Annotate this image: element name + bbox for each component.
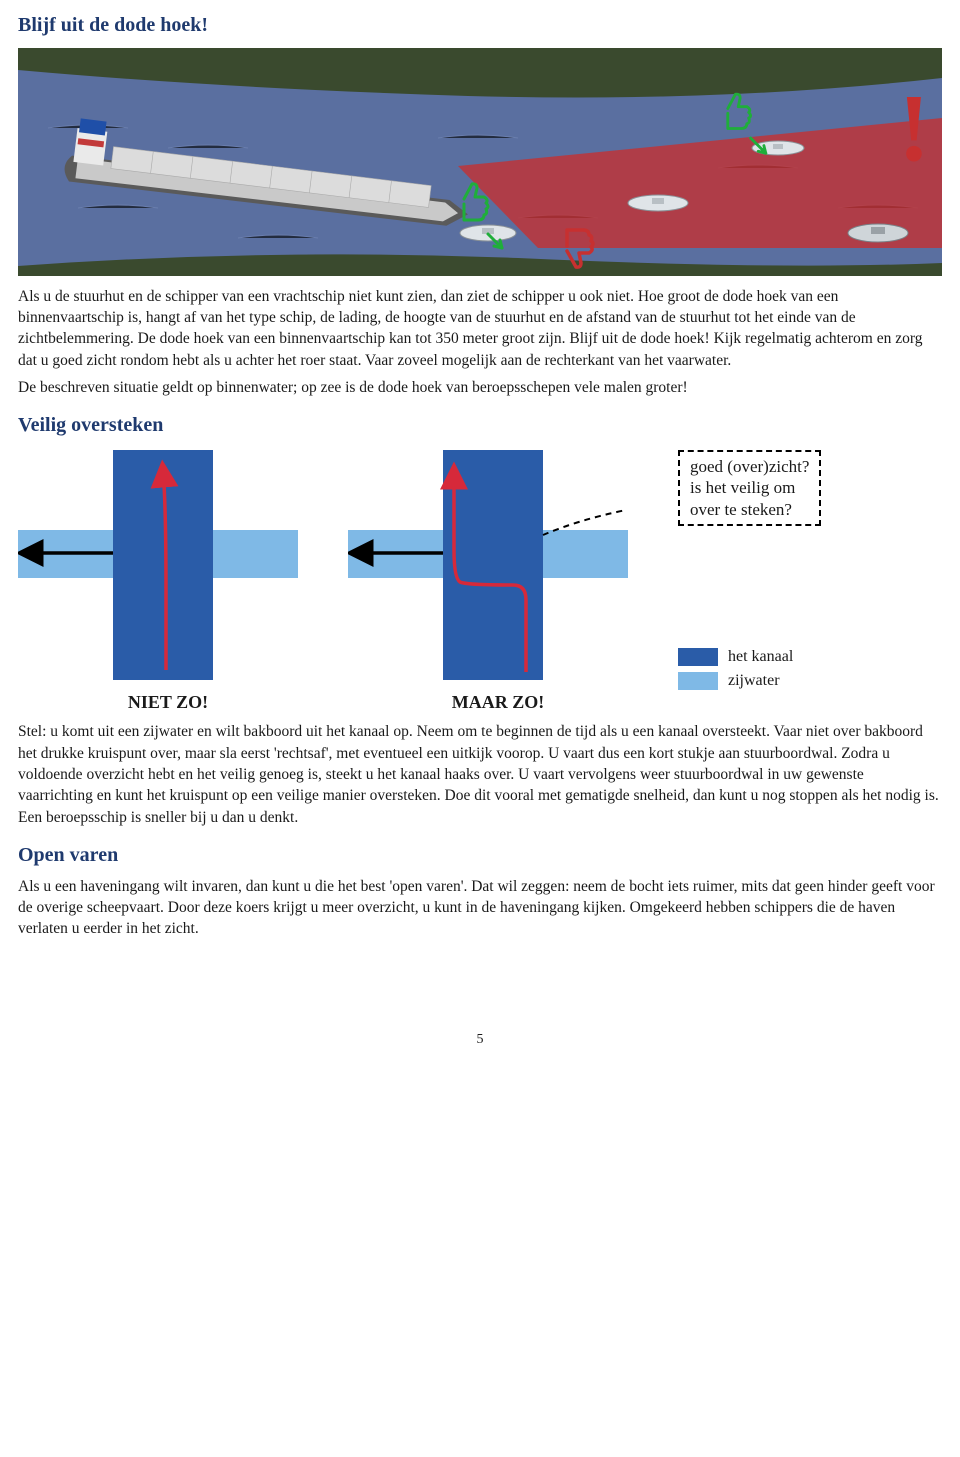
section1-body: Als u de stuurhut en de schipper van een… <box>18 286 942 372</box>
section1-title: Blijf uit de dode hoek! <box>18 12 942 40</box>
crossing-bad-diagram <box>18 450 298 680</box>
legend: het kanaal zijwater <box>678 646 942 692</box>
section2-title: Veilig oversteken <box>18 412 942 440</box>
hero-illustration: ! <box>18 48 942 276</box>
section1-body2: De beschreven situatie geldt op binnenwa… <box>18 377 942 398</box>
callout-line3: over te steken? <box>690 499 809 520</box>
legend-canal-label: het kanaal <box>728 646 793 668</box>
section2-body: Stel: u komt uit een zijwater en wilt ba… <box>18 721 942 828</box>
smallboat-4 <box>848 224 908 242</box>
smallboat-2 <box>628 195 688 211</box>
section3-title: Open varen <box>18 842 942 870</box>
crossing-diagrams: NIET ZO! MAAR ZO! go <box>18 450 942 715</box>
label-good: MAAR ZO! <box>348 690 648 715</box>
exclaim-icon: ! <box>898 74 930 181</box>
callout-box: goed (over)zicht? is het veilig om over … <box>678 450 821 526</box>
legend-side-label: zijwater <box>728 670 780 692</box>
page-number: 5 <box>18 1030 942 1049</box>
blind-spot-diagram: ! <box>18 48 942 276</box>
swatch-canal <box>678 648 718 666</box>
crossing-good-diagram <box>348 450 628 680</box>
swatch-side <box>678 672 718 690</box>
label-bad: NIET ZO! <box>18 690 318 715</box>
section3-body: Als u een haveningang wilt invaren, dan … <box>18 876 942 940</box>
callout-line1: goed (over)zicht? <box>690 456 809 477</box>
callout-line2: is het veilig om <box>690 477 809 498</box>
